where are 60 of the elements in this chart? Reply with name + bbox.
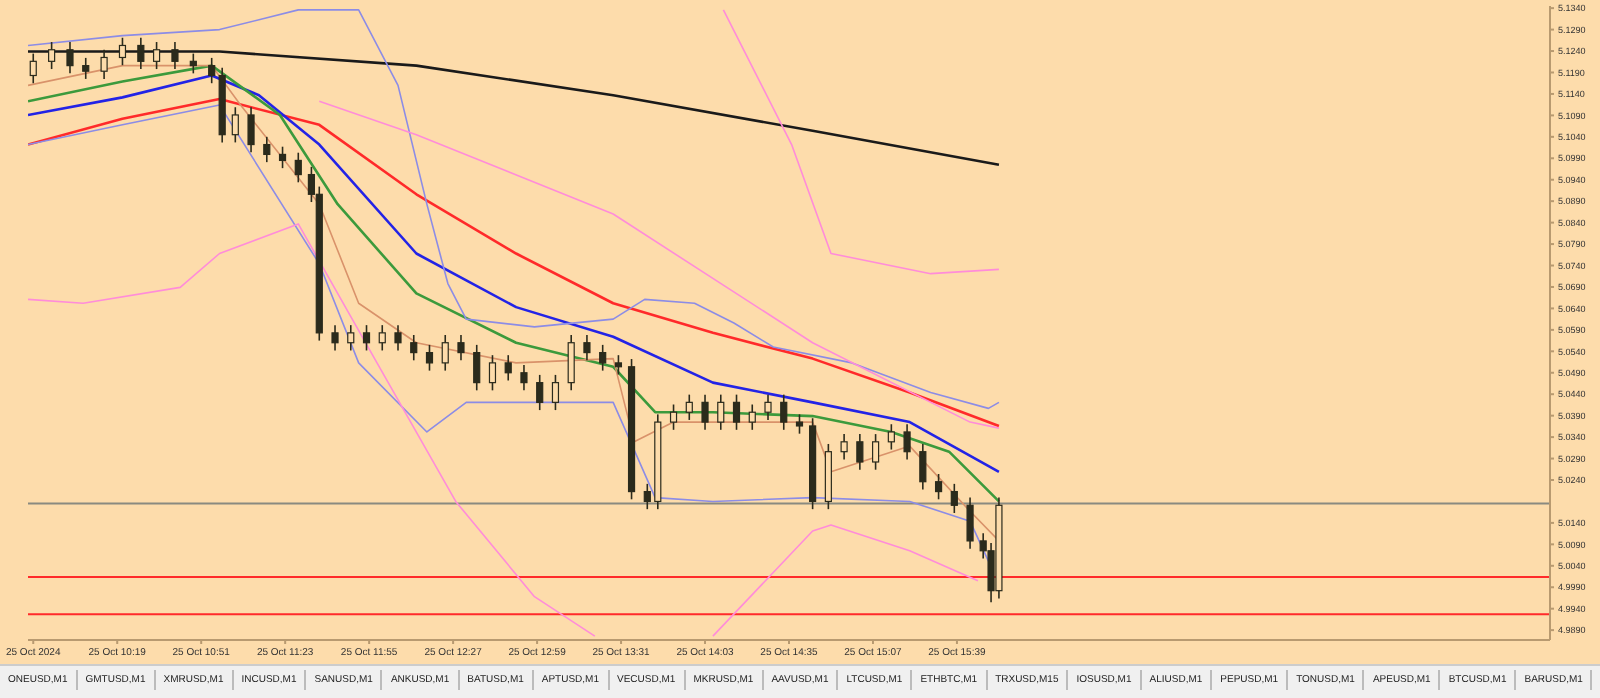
line-series — [28, 97, 1001, 428]
candlestick — [208, 57, 216, 85]
candlestick — [29, 52, 37, 85]
candlestick — [887, 423, 895, 451]
candlestick — [614, 354, 623, 376]
candlestick — [567, 334, 575, 392]
line-series — [318, 100, 1000, 429]
candlestick — [137, 36, 145, 70]
candlestick — [441, 334, 449, 372]
candlestick — [599, 344, 607, 372]
candlestick — [780, 393, 788, 431]
candlestick — [748, 403, 756, 431]
candlestick — [732, 393, 741, 431]
candlestick — [100, 48, 108, 80]
candlestick — [82, 57, 90, 80]
candlestick — [231, 106, 239, 144]
candlestick — [48, 41, 56, 70]
candlestick — [795, 413, 804, 435]
line-series — [712, 524, 979, 637]
candlestick — [717, 393, 725, 431]
candlestick — [394, 324, 402, 352]
candlestick — [966, 496, 974, 550]
candlestick — [425, 344, 434, 372]
candlestick — [378, 324, 386, 352]
line-series — [722, 9, 1000, 275]
candlestick — [840, 433, 848, 461]
candlestick — [583, 334, 591, 362]
candlestick — [701, 393, 709, 431]
candlestick — [347, 324, 355, 352]
candlestick — [263, 136, 271, 163]
candlestick — [536, 374, 544, 411]
candlestick — [331, 324, 339, 352]
candlestick — [669, 403, 678, 431]
candlestick — [247, 106, 255, 154]
candlestick — [189, 52, 197, 75]
line-series — [28, 223, 596, 637]
candlestick — [410, 334, 418, 362]
candlestick — [764, 393, 772, 421]
candlestick — [362, 324, 371, 352]
candlestick — [950, 483, 958, 514]
candlestick — [919, 443, 927, 491]
candlestick — [856, 433, 864, 471]
line-series — [28, 9, 1000, 410]
line-series — [28, 50, 1001, 167]
candlestick — [152, 41, 161, 70]
candlestick — [278, 145, 287, 169]
candlestick — [171, 41, 179, 70]
candlestick — [457, 334, 465, 362]
candlestick — [294, 151, 302, 184]
candlestick — [685, 393, 693, 421]
candlestick — [903, 423, 911, 461]
candlestick — [473, 344, 481, 392]
candlestick — [488, 354, 497, 392]
candlestick — [118, 36, 127, 66]
candlestick — [504, 354, 512, 382]
candlestick — [66, 41, 74, 75]
candlestick — [934, 473, 943, 501]
candlestick — [551, 374, 560, 411]
candlestick — [520, 364, 528, 392]
candlestick — [872, 433, 880, 471]
